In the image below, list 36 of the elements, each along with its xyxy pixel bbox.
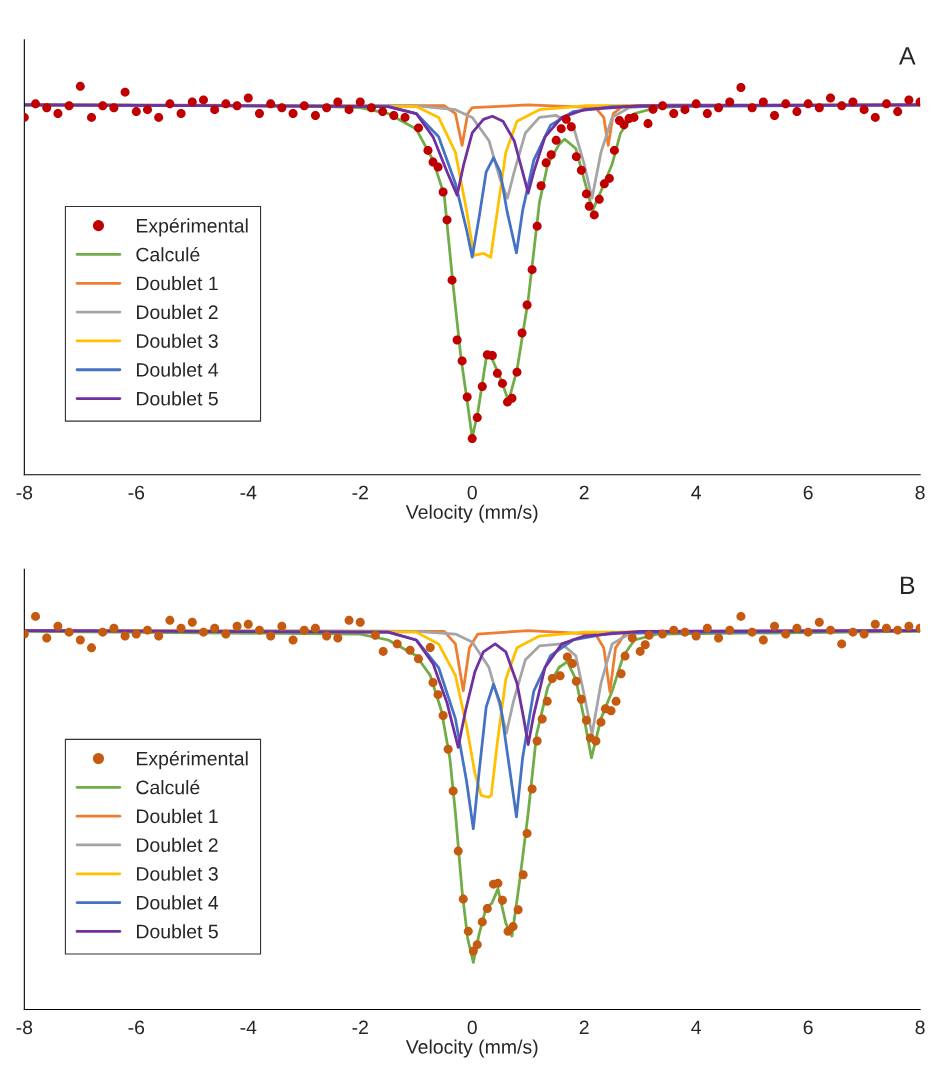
x-tick-label: 8 (915, 1020, 925, 1035)
x-tick-label: 4 (691, 1020, 701, 1035)
x-tick-label: -6 (128, 1020, 145, 1035)
legend-label: Doublet 4 (137, 895, 219, 910)
legend-label: Doublet 5 (137, 391, 218, 406)
x-tick-label: 2 (579, 485, 589, 500)
x-tick-label: -6 (128, 485, 145, 500)
legend-label: Calculé (136, 779, 200, 795)
x-tick-label: -8 (16, 485, 33, 500)
x-tick-label: 6 (803, 1020, 813, 1035)
legend-label: Doublet 3 (137, 333, 218, 348)
x-tick-label: 4 (691, 485, 701, 500)
x-tick-label: 0 (467, 1020, 477, 1035)
legend-label: Expérimental (137, 218, 248, 237)
legend-label: Doublet 1 (137, 276, 218, 291)
x-tick-label: 0 (467, 485, 477, 500)
x-tick-label: 8 (915, 485, 925, 500)
legend-label: Expérimental (137, 751, 248, 770)
legend-label: Doublet 2 (137, 837, 218, 852)
legend-label: Doublet 2 (137, 304, 218, 320)
x-tick-label: -4 (240, 1020, 257, 1035)
x-tick-label: 2 (579, 1020, 589, 1035)
legend-label: Calculé (136, 246, 200, 262)
x-tick-label: -4 (240, 485, 257, 500)
x-tick-label: -2 (352, 485, 368, 500)
x-axis-title: Velocity (mm/s) (405, 504, 538, 523)
legend-label: Doublet 3 (137, 866, 218, 881)
chart-title: A (898, 47, 916, 65)
legend-label: Doublet 4 (137, 362, 219, 377)
legend-label: Doublet 1 (137, 808, 218, 824)
chart-title: B (900, 576, 915, 594)
x-tick-label: 6 (803, 485, 813, 500)
legend-label: Doublet 5 (137, 924, 218, 939)
x-tick-label: -2 (352, 1020, 368, 1035)
x-tick-label: -8 (16, 1020, 33, 1035)
x-axis-title: Velocity (mm/s) (405, 1039, 538, 1058)
